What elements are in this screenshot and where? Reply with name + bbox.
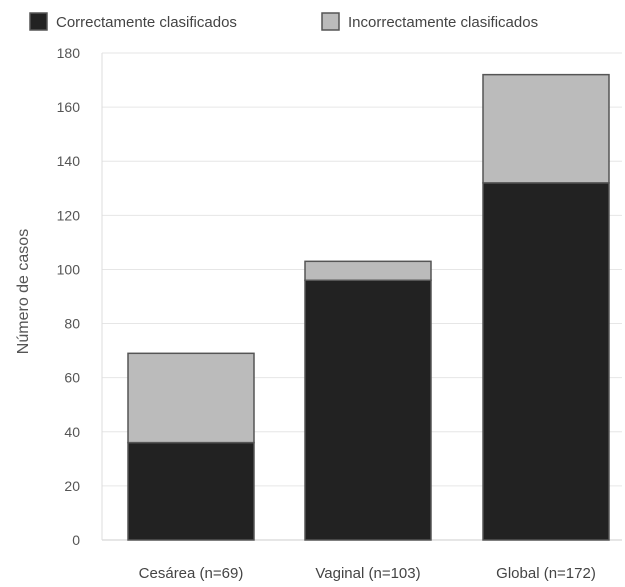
y-tick-label: 140: [57, 153, 81, 169]
y-tick-label: 160: [57, 99, 81, 115]
y-tick-label: 60: [64, 370, 80, 386]
x-category-label: Vaginal (n=103): [315, 565, 420, 582]
category-labels: Cesárea (n=69) Vaginal (n=103) Global (n=1…: [139, 565, 596, 582]
y-tick-label: 180: [57, 45, 81, 61]
x-category-label: Cesárea (n=69): [139, 565, 244, 582]
bar-segment: [482, 182, 610, 541]
bar-segment: [304, 279, 432, 541]
y-tick-label: 120: [57, 207, 81, 223]
legend-swatch: [321, 12, 340, 31]
bar-segment: [127, 441, 255, 541]
y-tick-label: 80: [64, 316, 80, 332]
bar-segment: [127, 352, 255, 444]
x-category-label: Global (n=172): [496, 565, 596, 582]
y-tick-label: 40: [64, 424, 80, 440]
legend: Correctamente clasificados Incorrectament…: [29, 12, 538, 31]
bars: [127, 73, 610, 541]
y-tick-label: 20: [64, 478, 80, 494]
legend-label: Incorrectamente clasificados: [348, 14, 538, 31]
legend-swatch: [29, 12, 48, 31]
y-axis-title: Número de casos: [15, 229, 32, 354]
y-tick-label: 100: [57, 261, 81, 277]
legend-label: Correctamente clasificados: [56, 14, 237, 31]
y-tick-labels: 0 20 40 60 80 100 120 140 160 180: [57, 45, 81, 548]
bar-segment: [304, 260, 432, 282]
bar-segment: [482, 73, 610, 184]
y-tick-label: 0: [72, 532, 80, 548]
